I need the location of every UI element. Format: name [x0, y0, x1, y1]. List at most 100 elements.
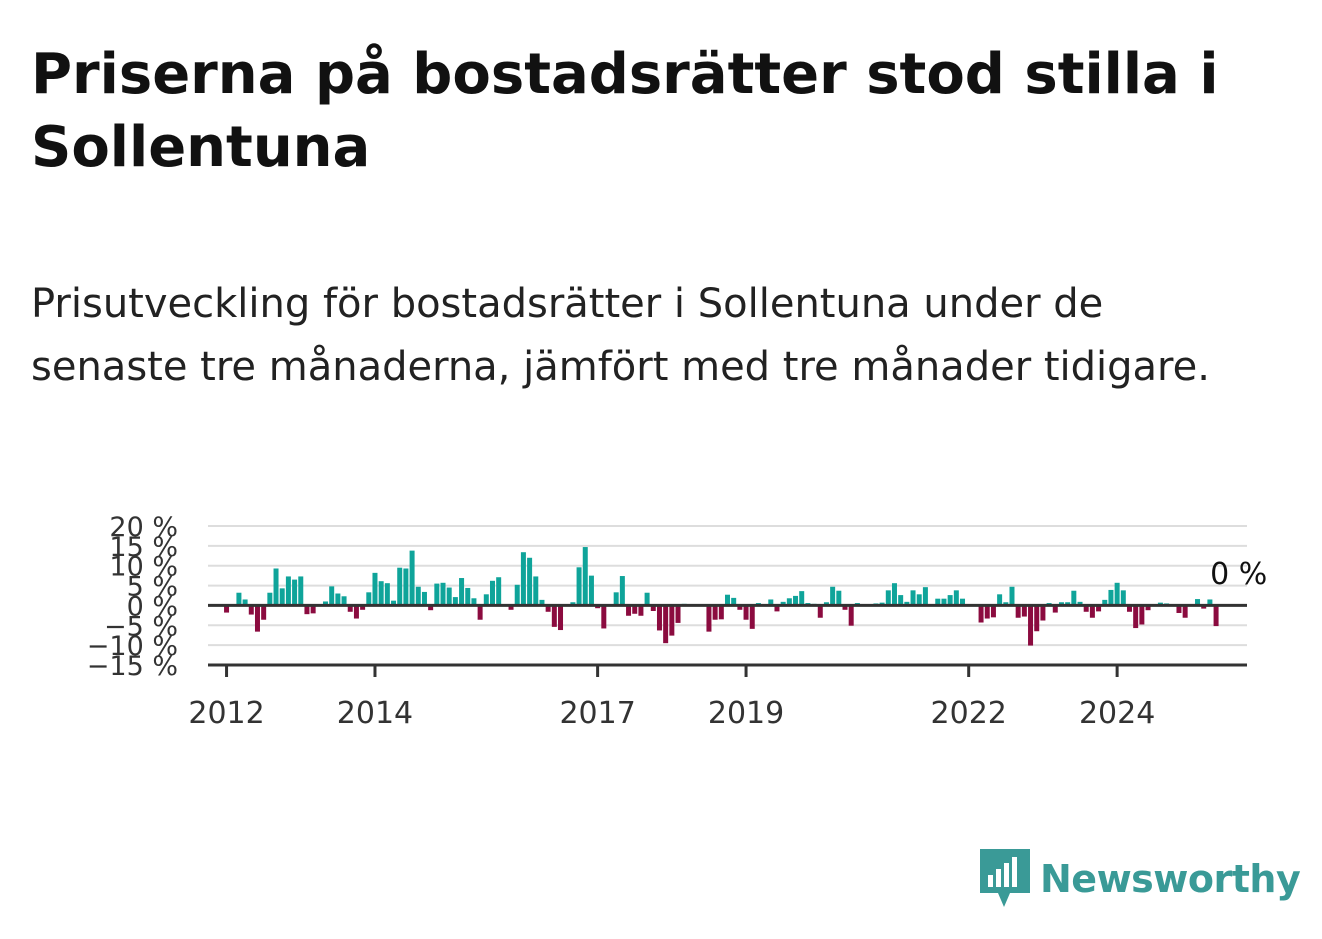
- bar: [669, 605, 675, 636]
- bar: [1126, 605, 1132, 612]
- bar: [477, 605, 483, 620]
- bar: [1015, 605, 1021, 618]
- bar: [570, 602, 576, 606]
- bar: [360, 605, 366, 610]
- bar: [780, 601, 786, 606]
- bar: [329, 586, 335, 606]
- bar: [718, 605, 724, 620]
- bar: [1145, 605, 1151, 611]
- bar: [551, 605, 557, 627]
- bar: [372, 572, 378, 606]
- bar: [471, 598, 477, 606]
- bar: [254, 605, 260, 632]
- bar: [1182, 605, 1188, 618]
- bar: [978, 605, 984, 623]
- y-tick-label: 20 %: [109, 512, 178, 543]
- bar: [650, 605, 656, 611]
- bar: [725, 594, 730, 606]
- bar: [953, 590, 959, 606]
- bar: [1077, 601, 1083, 606]
- bar: [459, 578, 465, 606]
- bar: [941, 598, 947, 606]
- bar: [656, 605, 662, 631]
- bar: [489, 580, 495, 606]
- bar: [465, 587, 471, 606]
- bar: [1052, 605, 1058, 613]
- x-tick-label: 2022: [931, 696, 1007, 731]
- bar: [922, 587, 928, 606]
- bar: [539, 599, 545, 606]
- bar: [997, 594, 1003, 606]
- bar: [285, 576, 291, 606]
- bar: [1176, 605, 1182, 613]
- gridlines: [208, 525, 1247, 647]
- bar: [1040, 605, 1046, 621]
- bar: [898, 595, 904, 606]
- bar: [1108, 589, 1114, 606]
- bar: [514, 584, 520, 606]
- bar: [799, 591, 805, 606]
- bar: [626, 605, 632, 616]
- bar: [675, 605, 681, 623]
- bar: [545, 605, 551, 612]
- bar: [391, 600, 397, 606]
- bar: [415, 586, 421, 606]
- bar: [310, 605, 316, 614]
- x-tick-label: 2017: [559, 696, 635, 731]
- bar: [582, 547, 588, 606]
- bar: [335, 593, 341, 606]
- bar: [712, 605, 718, 620]
- bar: [242, 599, 248, 606]
- bar-chart: 20 %15 %10 %5 %0 %−5 %−10 %−15 %2012 2014…: [87, 512, 1267, 731]
- bar: [960, 598, 966, 606]
- bar: [1021, 605, 1027, 617]
- bar: [248, 605, 254, 615]
- x-tick-label: 2014: [337, 696, 413, 731]
- latest-value-label: 0 %: [1210, 557, 1267, 592]
- bar: [1120, 590, 1126, 606]
- bar: [644, 592, 650, 606]
- bar: [483, 594, 489, 606]
- bar: [533, 576, 539, 606]
- bar: [1071, 590, 1077, 606]
- axes: [208, 603, 1247, 677]
- bar: [1102, 599, 1108, 606]
- bar: [341, 596, 347, 606]
- bar: [1201, 605, 1207, 609]
- y-tick-label: −10 %: [87, 631, 178, 662]
- bar: [298, 576, 304, 606]
- y-tick-label: −5 %: [104, 611, 178, 642]
- bar: [743, 605, 749, 620]
- bar: [749, 605, 755, 629]
- bar: [1139, 605, 1145, 625]
- bar: [706, 605, 712, 632]
- newsworthy-bar-chart-icon: [980, 849, 1030, 907]
- bar: [885, 590, 891, 606]
- bar: [224, 605, 230, 613]
- bar: [558, 605, 564, 631]
- bar: [440, 582, 446, 606]
- bar: [891, 583, 897, 606]
- bar: [935, 598, 941, 606]
- bar: [496, 577, 502, 606]
- y-tick-label: 15 %: [109, 532, 178, 563]
- bar: [904, 601, 910, 606]
- bar: [848, 605, 854, 626]
- bar: [520, 552, 526, 606]
- bar: [292, 579, 298, 606]
- bar: [452, 597, 458, 606]
- bar: [768, 599, 774, 606]
- y-tick-label: −15 %: [87, 651, 178, 682]
- bar: [947, 595, 953, 606]
- bar: [613, 592, 619, 606]
- bar: [601, 605, 607, 629]
- bar: [632, 605, 638, 614]
- bar: [1195, 599, 1201, 606]
- bar: [576, 567, 582, 606]
- x-tick-label: 2024: [1079, 696, 1155, 731]
- bar: [1207, 599, 1213, 606]
- bar: [527, 557, 533, 606]
- bar: [236, 592, 242, 606]
- bar: [366, 592, 372, 606]
- bar: [261, 605, 267, 620]
